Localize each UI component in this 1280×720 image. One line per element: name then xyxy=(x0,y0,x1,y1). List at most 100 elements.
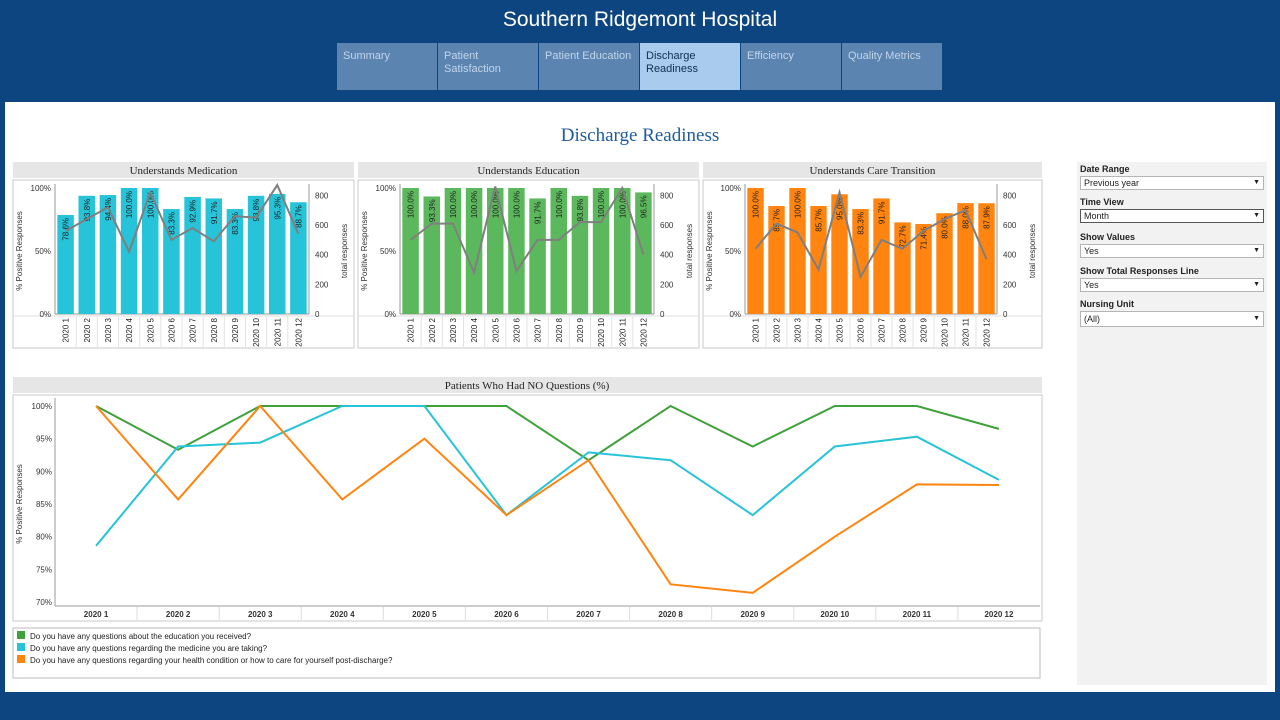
bar-value-label: 100.0% xyxy=(794,191,803,218)
x-tick-label: 2020 2 xyxy=(166,610,191,619)
bar xyxy=(915,224,932,314)
y2-axis-title: total responses xyxy=(340,224,349,278)
x-tick-label: 2020 6 xyxy=(494,610,519,619)
bar xyxy=(831,194,848,314)
bar-value-label: 72.7% xyxy=(899,225,908,248)
y-tick-label: 0% xyxy=(384,310,396,319)
nursing-unit-select[interactable]: (All) ▼ xyxy=(1080,311,1264,327)
hospital-title: Southern Ridgemont Hospital xyxy=(502,8,778,31)
bar-value-label: 93.8% xyxy=(83,199,92,222)
x-tick-label: 2020 5 xyxy=(836,317,845,342)
chart-legend: Do you have any questions about the educ… xyxy=(12,627,1041,679)
date-range-value: Previous year xyxy=(1084,178,1140,188)
x-tick-label: 2020 3 xyxy=(449,317,458,342)
tab-efficiency[interactable]: Efficiency xyxy=(741,43,841,90)
bar-value-label: 83.3% xyxy=(857,212,866,235)
bar-value-label: 100.0% xyxy=(752,191,761,218)
y2-tick-label: 200 xyxy=(315,280,329,289)
bar xyxy=(852,209,869,314)
x-tick-label: 2020 2 xyxy=(83,317,92,342)
chart-title-bar xyxy=(13,377,1042,393)
x-tick-label: 2020 4 xyxy=(470,317,479,342)
bar-chart-education: Understands Education 0% 50% 100% 0 200 400 600… xyxy=(357,162,700,349)
series-line xyxy=(95,404,999,594)
y-tick-label: 0% xyxy=(39,310,51,319)
tab-patient-satisfaction[interactable]: Patient Satisfaction xyxy=(438,43,538,90)
y2-axis-title: total responses xyxy=(1028,224,1037,278)
bar xyxy=(613,188,631,314)
x-tick-label: 2020 2 xyxy=(773,317,782,342)
bar-value-label: 100.0% xyxy=(470,191,479,218)
tab-quality-metrics[interactable]: Quality Metrics xyxy=(842,43,942,90)
x-tick-label: 2020 8 xyxy=(658,610,683,619)
chart-frame xyxy=(702,179,1043,349)
x-tick-label: 2020 12 xyxy=(639,317,648,346)
bar xyxy=(205,198,223,314)
legend-swatch xyxy=(17,655,25,663)
bar-value-label: 100.0% xyxy=(491,191,500,218)
x-tick-label: 2020 12 xyxy=(983,317,992,346)
dropdown-arrow-icon: ▼ xyxy=(1253,281,1260,288)
x-tick-label: 2020 2 xyxy=(428,317,437,342)
bar xyxy=(78,195,96,314)
y-tick-label: 50% xyxy=(725,247,741,256)
show-values-select[interactable]: Yes ▼ xyxy=(1080,244,1264,258)
chart-title: Understands Care Transition xyxy=(810,165,936,177)
x-tick-label: 2020 10 xyxy=(252,317,261,346)
x-tick-label: 2020 5 xyxy=(491,317,500,342)
bar-value-label: 78.6% xyxy=(62,218,71,241)
x-tick-label: 2020 10 xyxy=(820,610,849,619)
y2-tick-label: 0 xyxy=(1003,310,1008,319)
bar-value-label: 100.0% xyxy=(146,191,155,218)
bar xyxy=(486,188,504,314)
dropdown-arrow-icon: ▼ xyxy=(1253,247,1260,254)
bar xyxy=(444,188,462,314)
filter-label-show-total-responses: Show Total Responses Line xyxy=(1080,266,1199,276)
bar-value-label: 91.7% xyxy=(210,201,219,224)
y2-tick-label: 0 xyxy=(315,310,320,319)
tab-summary[interactable]: Summary xyxy=(337,43,437,90)
x-tick-label: 2020 6 xyxy=(512,317,521,342)
bar xyxy=(163,209,180,314)
y-tick-label: 75% xyxy=(36,565,52,574)
date-range-select[interactable]: Previous year ▼ xyxy=(1080,176,1264,190)
x-tick-label: 2020 8 xyxy=(899,317,908,342)
bar-chart-care-transition: Understands Care Transition 0% 50% 100% 0 200… xyxy=(702,162,1043,349)
show-total-responses-select[interactable]: Yes ▼ xyxy=(1080,278,1264,292)
x-tick-label: 2020 5 xyxy=(146,317,155,342)
y-tick-label: 90% xyxy=(36,467,52,476)
x-tick-label: 2020 7 xyxy=(534,317,543,342)
time-view-select[interactable]: Month ▼ xyxy=(1080,209,1264,223)
chart-frame xyxy=(357,179,700,349)
y2-tick-label: 400 xyxy=(660,251,674,260)
bar-value-label: 92.9% xyxy=(189,200,198,223)
legend-label: Do you have any questions regarding your… xyxy=(30,656,393,665)
tab-bar: Summary Patient Satisfaction Patient Edu… xyxy=(337,43,942,90)
bar-value-label: 83.3% xyxy=(167,212,176,235)
tab-discharge-readiness[interactable]: Discharge Readiness xyxy=(640,43,740,90)
y-tick-label: 50% xyxy=(35,247,51,256)
filter-time-view: Time View Month ▼ xyxy=(1080,197,1264,223)
y2-tick-label: 200 xyxy=(1003,280,1017,289)
filter-show-total-responses: Show Total Responses Line Yes ▼ xyxy=(1080,266,1264,292)
y2-tick-label: 800 xyxy=(315,191,329,200)
x-tick-label: 2020 9 xyxy=(576,317,585,342)
bar xyxy=(529,198,546,314)
bar-value-label: 93.8% xyxy=(576,199,585,222)
x-tick-label: 2020 7 xyxy=(878,317,887,342)
bar xyxy=(592,188,610,314)
filter-label-time-view: Time View xyxy=(1080,197,1124,207)
tab-patient-education[interactable]: Patient Education xyxy=(539,43,639,90)
chart-title: Patients Who Had NO Questions (%) xyxy=(445,380,610,392)
chart-title: Understands Medication xyxy=(130,165,238,177)
y-tick-label: 100% xyxy=(31,184,51,193)
chart-title-bar xyxy=(358,162,699,178)
bar xyxy=(465,188,483,314)
bar xyxy=(810,206,827,314)
y-tick-label: 70% xyxy=(36,598,52,607)
x-tick-label: 2020 4 xyxy=(125,317,134,342)
y2-tick-label: 200 xyxy=(660,280,674,289)
bar-value-label: 95.3% xyxy=(273,197,282,220)
bar xyxy=(290,202,307,314)
chart-title-bar xyxy=(13,162,354,178)
